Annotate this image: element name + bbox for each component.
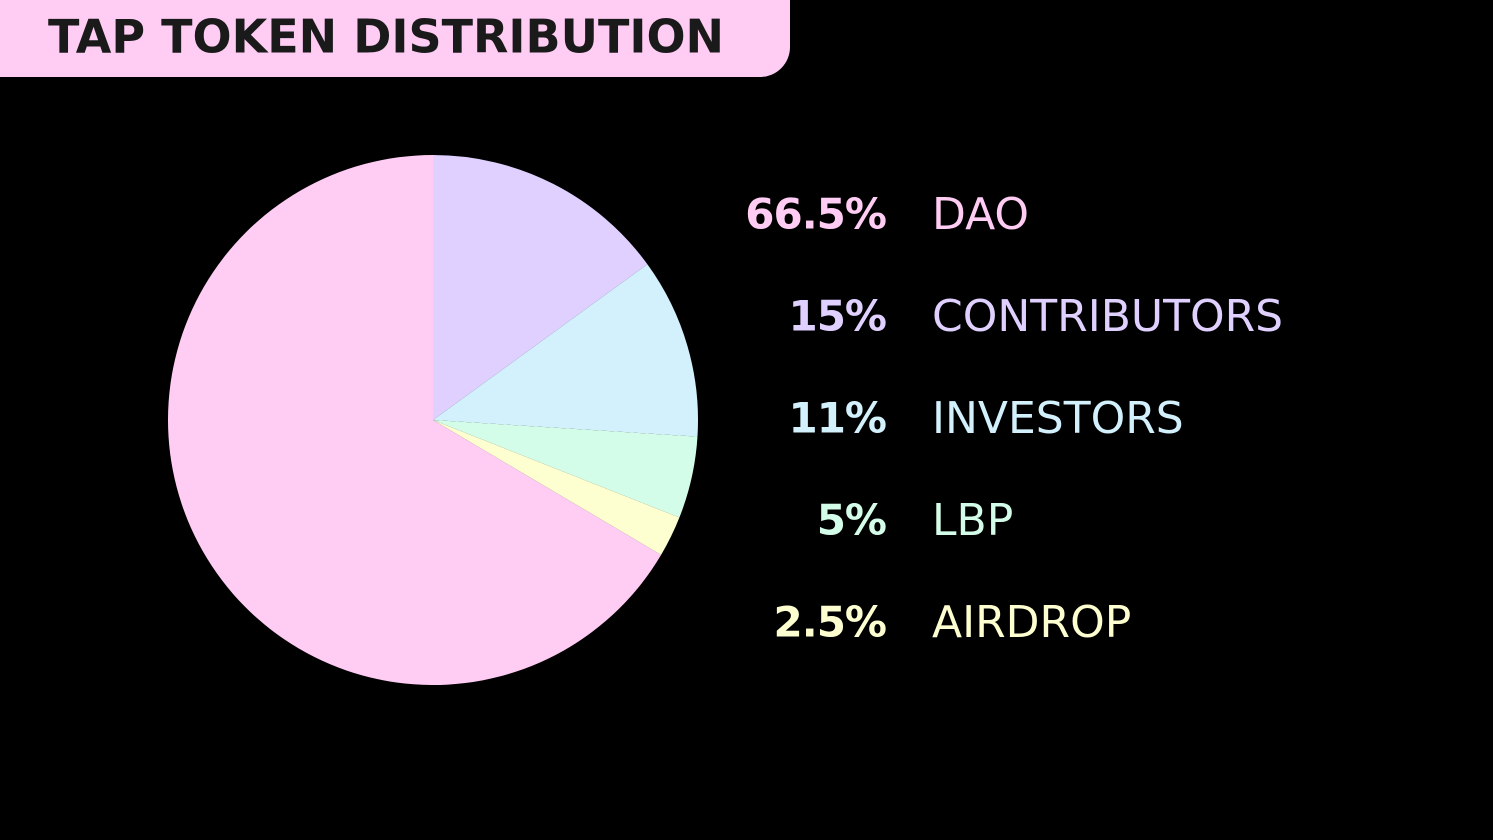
legend-label: LBP [932, 495, 1013, 546]
pie-slice [433, 264, 698, 437]
chart-title: TAP TOKEN DISTRIBUTION [48, 10, 724, 64]
pie-slice [168, 155, 662, 685]
value-label: 66.5% [745, 190, 886, 239]
legend-label: INVESTORS [932, 393, 1184, 444]
legend-label: AIRDROP [932, 597, 1131, 648]
legend-label: DAO [932, 189, 1029, 240]
pie-slice [433, 420, 698, 518]
legend-label: CONTRIBUTORS [932, 291, 1283, 342]
value-label: 15% [788, 292, 886, 341]
value-label: 11% [788, 394, 886, 443]
title-tab [0, 0, 790, 77]
pie-slice [433, 155, 648, 420]
pie-slice [433, 420, 680, 555]
value-label: 5% [817, 496, 886, 545]
value-label: 2.5% [774, 598, 886, 647]
